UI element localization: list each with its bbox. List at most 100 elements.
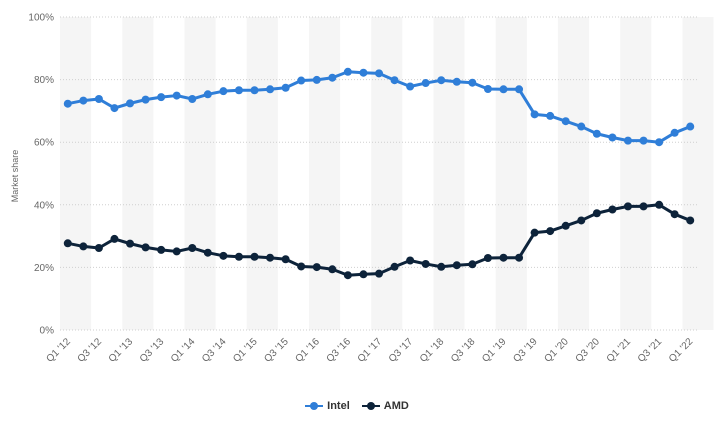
data-point-amd [328,265,337,274]
column-band [620,17,652,330]
y-tick-label: 100% [28,13,54,24]
data-point-intel [234,86,243,95]
x-tick-label: Q1 '14 [169,336,198,365]
data-point-intel [608,133,617,142]
data-point-intel [63,99,72,108]
x-tick-label: Q1 '19 [480,336,509,365]
data-point-intel [359,68,368,77]
column-band [495,17,527,330]
data-point-intel [670,128,679,137]
legend-label: Intel [327,400,350,412]
data-point-intel [546,111,555,120]
data-point-amd [577,216,586,225]
data-point-amd [94,243,103,252]
y-tick-label: 40% [34,200,54,211]
x-tick-label: Q3 '12 [76,336,105,365]
data-point-intel [406,82,415,91]
data-point-intel [141,95,150,104]
legend: Intel AMD [0,400,714,414]
data-point-amd [437,262,446,271]
data-point-amd [234,252,243,261]
data-point-amd [157,245,166,254]
data-point-amd [546,227,555,236]
chart-svg: 0%20%40%60%80%100% Q1 '12 Q3 '12 Q1 '13 Q3 … [10,12,714,365]
data-point-amd [655,200,664,209]
x-tick-label: Q1 '18 [418,336,447,365]
x-tick-label: Q3 '21 [636,336,665,365]
data-point-intel [94,95,103,104]
data-point-intel [483,84,492,93]
column-band [122,17,154,330]
data-point-intel [452,77,461,86]
x-tick-label: Q3 '15 [262,336,291,365]
x-tick-label: Q1 '21 [605,336,634,365]
data-point-intel [266,85,275,94]
y-tick-label: 20% [34,263,54,274]
data-point-amd [172,247,181,256]
legend-item-amd[interactable]: AMD [361,400,409,412]
x-tick-label: Q1 '17 [356,336,385,365]
data-point-amd [592,209,601,218]
data-point-intel [655,138,664,147]
gridlines [60,16,698,331]
data-point-amd [468,260,477,269]
x-tick-label: Q1 '13 [107,336,136,365]
x-tick-label: Q3 '17 [387,336,416,365]
data-point-amd [359,270,368,279]
legend-marker-icon [305,401,324,411]
column-band [682,17,714,330]
legend-marker-icon [361,401,380,411]
data-point-intel [421,79,430,88]
column-band [246,17,278,330]
data-point-intel [281,83,290,92]
data-point-amd [483,254,492,263]
x-tick-label: Q1 '22 [667,336,696,365]
data-point-amd [63,239,72,248]
column-band [433,17,465,330]
y-axis-label: Market share [10,150,20,203]
x-tick-label: Q3 '16 [325,336,354,365]
data-point-intel [172,91,181,100]
data-point-amd [297,262,306,271]
data-point-amd [639,202,648,211]
x-tick-label: Q1 '16 [293,336,322,365]
data-point-intel [499,85,508,94]
data-point-amd [421,259,430,268]
y-axis-ticks: 0% 20% 40% 60% 80% 100% [28,13,54,337]
data-point-intel [437,76,446,85]
data-point-amd [375,269,383,278]
data-point-intel [390,76,399,85]
x-tick-label: Q3 '13 [138,336,167,365]
x-tick-label: Q1 '20 [542,336,571,365]
data-point-intel [188,95,197,104]
x-tick-label: Q1 '15 [231,336,260,365]
column-bands [60,17,714,330]
data-point-intel [328,73,337,82]
column-band [60,17,92,330]
data-point-amd [561,221,570,230]
data-point-amd [203,248,212,257]
data-point-amd [79,242,88,251]
data-point-intel [312,75,321,84]
column-band [184,17,216,330]
data-point-amd [530,228,539,237]
data-point-intel [219,87,228,96]
data-point-intel [468,78,477,87]
column-band [557,17,590,330]
y-tick-label: 0% [40,326,55,337]
data-point-intel [561,117,570,126]
data-point-amd [250,252,259,261]
data-point-amd [188,243,197,252]
data-point-amd [219,251,228,260]
legend-item-intel[interactable]: Intel [305,400,350,412]
y-tick-label: 60% [34,138,54,149]
data-point-amd [343,271,352,280]
x-tick-label: Q3 '14 [200,336,229,365]
data-point-amd [390,262,399,271]
data-point-intel [530,110,539,119]
column-band [308,17,341,330]
data-point-intel [375,69,383,78]
data-point-amd [686,216,695,225]
data-point-intel [515,85,524,94]
x-tick-label: Q1 '12 [45,336,74,365]
